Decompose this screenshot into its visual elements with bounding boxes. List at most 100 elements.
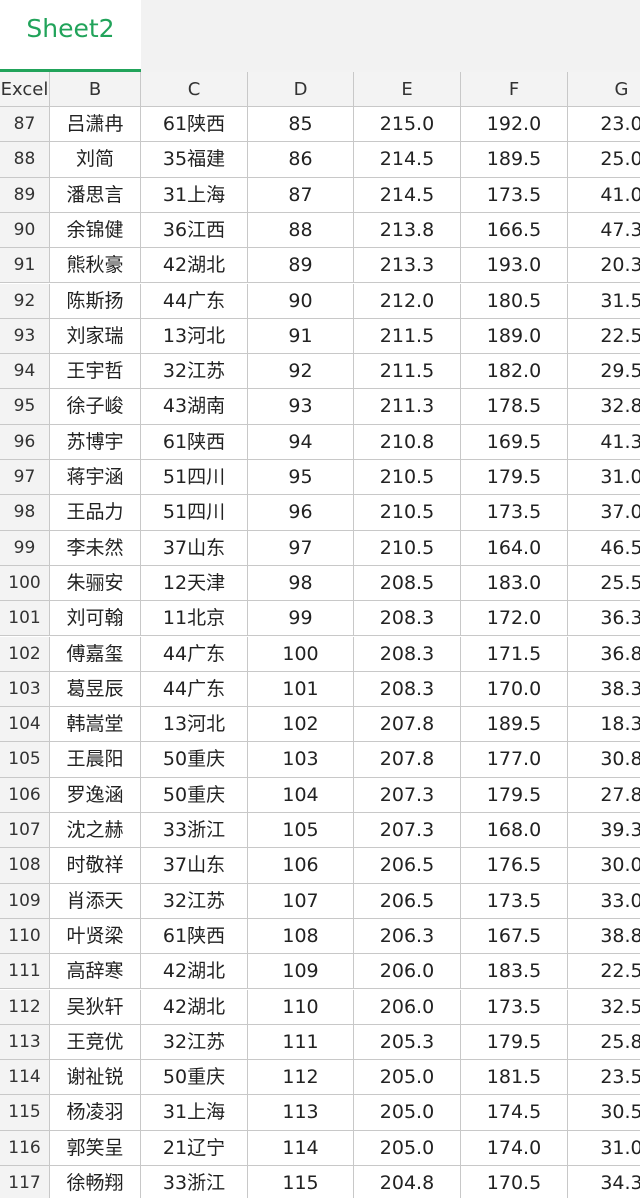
row-header[interactable]: 115	[0, 1095, 50, 1131]
cell[interactable]: 166.5	[461, 212, 568, 249]
cell[interactable]: 189.5	[461, 142, 568, 178]
cell[interactable]: 王品力	[50, 495, 141, 531]
cell[interactable]: 103	[248, 742, 354, 778]
row-header[interactable]: 104	[0, 707, 50, 743]
cell[interactable]: 215.0	[354, 107, 461, 143]
cell[interactable]: 212.0	[354, 283, 461, 319]
cell[interactable]: 21辽宁	[141, 1130, 248, 1166]
row-header[interactable]: 94	[0, 354, 50, 390]
cell[interactable]: 32.5	[568, 990, 640, 1025]
row-header[interactable]: 106	[0, 777, 50, 813]
cell[interactable]: 33.0	[568, 884, 640, 919]
cell[interactable]: 13河北	[141, 318, 248, 355]
cell[interactable]: 210.8	[354, 424, 461, 460]
cell[interactable]: 110	[248, 989, 354, 1025]
cell[interactable]: 208.3	[354, 636, 461, 672]
cell[interactable]: 44广东	[141, 636, 248, 672]
cell[interactable]: 42湖北	[141, 954, 248, 990]
cell[interactable]: 115	[248, 1166, 354, 1198]
row-header[interactable]: 89	[0, 177, 50, 213]
cell[interactable]: 22.5	[568, 954, 640, 990]
cell[interactable]: 104	[248, 777, 354, 813]
cell[interactable]: 42湖北	[141, 989, 248, 1025]
cell[interactable]: 192.0	[461, 107, 568, 143]
cell[interactable]: 189.5	[461, 707, 568, 743]
cell[interactable]: 113	[248, 1095, 354, 1131]
cell[interactable]: 205.3	[354, 1024, 461, 1061]
cell[interactable]: 38.8	[568, 919, 640, 955]
cell[interactable]: 36江西	[141, 212, 248, 249]
row-header[interactable]: 98	[0, 495, 50, 531]
row-header[interactable]: 117	[0, 1166, 50, 1198]
cell[interactable]: 169.5	[461, 424, 568, 460]
cell[interactable]: 193.0	[461, 248, 568, 284]
column-header[interactable]: E	[354, 72, 461, 107]
cell[interactable]: 31.5	[568, 284, 640, 319]
cell[interactable]: 90	[248, 283, 354, 319]
cell[interactable]: 李未然	[50, 530, 141, 566]
cell[interactable]: 王竞优	[50, 1024, 141, 1061]
cell[interactable]: 100	[248, 636, 354, 672]
cell[interactable]: 173.5	[461, 883, 568, 919]
cell[interactable]: 31.0	[568, 460, 640, 496]
cell[interactable]: 210.5	[354, 530, 461, 566]
cell[interactable]: 208.5	[354, 565, 461, 602]
row-header[interactable]: 95	[0, 389, 50, 425]
cell[interactable]: 214.5	[354, 177, 461, 213]
cell[interactable]: 32江苏	[141, 1024, 248, 1061]
cell[interactable]: 176.5	[461, 848, 568, 884]
cell[interactable]: 25.5	[568, 566, 640, 602]
cell[interactable]: 44广东	[141, 283, 248, 319]
row-header[interactable]: 97	[0, 460, 50, 496]
cell[interactable]: 206.3	[354, 918, 461, 955]
cell[interactable]: 39.3	[568, 813, 640, 849]
cell[interactable]: 陈斯扬	[50, 283, 141, 319]
cell[interactable]: 30.5	[568, 1095, 640, 1131]
cell[interactable]: 23.0	[568, 107, 640, 143]
cell[interactable]: 杨凌羽	[50, 1095, 141, 1131]
cell[interactable]: 时敬祥	[50, 848, 141, 884]
cell[interactable]: 183.0	[461, 565, 568, 602]
row-header[interactable]: 107	[0, 813, 50, 849]
cell[interactable]: 32江苏	[141, 883, 248, 919]
cell[interactable]: 172.0	[461, 601, 568, 637]
cell[interactable]: 43湖南	[141, 389, 248, 425]
row-header[interactable]: 93	[0, 318, 50, 355]
cell[interactable]: 61陕西	[141, 107, 248, 143]
cell[interactable]: 168.0	[461, 813, 568, 849]
cell[interactable]: 36.8	[568, 637, 640, 672]
cell[interactable]: 刘家瑞	[50, 318, 141, 355]
cell[interactable]: 20.3	[568, 248, 640, 284]
cell[interactable]: 刘简	[50, 142, 141, 178]
cell[interactable]: 51四川	[141, 495, 248, 531]
cell[interactable]: 106	[248, 848, 354, 884]
cell[interactable]: 88	[248, 212, 354, 249]
cell[interactable]: 189.0	[461, 318, 568, 355]
cell[interactable]: 177.0	[461, 742, 568, 778]
cell[interactable]: 206.0	[354, 954, 461, 990]
cell[interactable]: 207.8	[354, 742, 461, 778]
cell[interactable]: 36.3	[568, 601, 640, 637]
cell[interactable]: 173.5	[461, 989, 568, 1025]
cell[interactable]: 徐畅翔	[50, 1166, 141, 1198]
cell[interactable]: 郭笑呈	[50, 1130, 141, 1166]
cell[interactable]: 33浙江	[141, 813, 248, 849]
column-header[interactable]: D	[248, 72, 354, 107]
cell[interactable]: 105	[248, 813, 354, 849]
cell[interactable]: 174.5	[461, 1095, 568, 1131]
row-header[interactable]: 116	[0, 1130, 50, 1166]
row-header[interactable]: 114	[0, 1060, 50, 1096]
cell[interactable]: 183.5	[461, 954, 568, 990]
cell[interactable]: 韩嵩堂	[50, 707, 141, 743]
column-header[interactable]: F	[461, 72, 568, 107]
cell[interactable]: 207.3	[354, 777, 461, 813]
cell[interactable]: 朱骊安	[50, 565, 141, 602]
cell[interactable]: 熊秋豪	[50, 248, 141, 284]
cell[interactable]: 61陕西	[141, 424, 248, 460]
cell[interactable]: 96	[248, 495, 354, 531]
cell[interactable]: 93	[248, 389, 354, 425]
row-header[interactable]: 96	[0, 424, 50, 460]
corner-cell[interactable]: Excel	[0, 72, 50, 107]
cell[interactable]: 114	[248, 1130, 354, 1166]
cell[interactable]: 95	[248, 460, 354, 496]
